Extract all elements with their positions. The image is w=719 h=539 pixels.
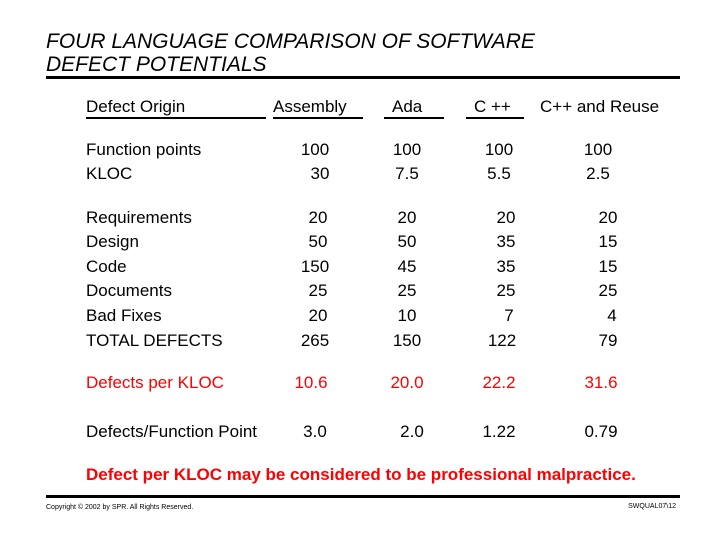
cell-kloc-cpp-reuse: 2.5 <box>586 164 610 183</box>
cell-code-cpp: 35 <box>496 257 516 276</box>
cell-bad-fixes-cpp: 7 <box>504 306 514 325</box>
cell-function-points-assembly: 100 <box>300 140 330 159</box>
slide-title: FOUR LANGUAGE COMPARISON OF SOFTWARE DEF… <box>46 30 535 76</box>
row-label-function-points: Function points <box>86 140 202 159</box>
cell-requirements-cpp-reuse: 20 <box>598 208 618 227</box>
cell-total-defects-ada: 150 <box>392 331 422 350</box>
header-underline-assembly <box>273 117 363 119</box>
cell-design-cpp-reuse: 15 <box>598 232 618 251</box>
cell-kloc-cpp: 5.5 <box>487 164 511 183</box>
cell-requirements-ada: 20 <box>397 208 417 227</box>
cell-defects-per-fp-cpp-reuse: 0.79 <box>584 422 618 441</box>
cell-bad-fixes-assembly: 20 <box>308 306 328 325</box>
cell-requirements-assembly: 20 <box>308 208 328 227</box>
header-defect-origin: Defect Origin <box>86 97 186 116</box>
cell-total-defects-cpp-reuse: 79 <box>598 331 618 350</box>
cell-code-cpp-reuse: 15 <box>598 257 618 276</box>
cell-requirements-cpp: 20 <box>496 208 516 227</box>
cell-defects-per-fp-ada: 2.0 <box>400 422 424 441</box>
cell-total-defects-cpp: 122 <box>487 331 517 350</box>
copyright-notice: Copyright © 2002 by SPR. All Rights Rese… <box>46 504 194 511</box>
cell-defects-per-kloc-cpp-reuse: 31.6 <box>584 373 618 392</box>
header-cpp: C ++ <box>474 97 511 116</box>
cell-bad-fixes-cpp-reuse: 4 <box>607 306 617 325</box>
cell-kloc-assembly: 30 <box>310 164 330 183</box>
cell-documents-cpp-reuse: 25 <box>598 281 618 300</box>
header-cpp-reuse: C++ and Reuse <box>540 97 660 116</box>
cell-bad-fixes-ada: 10 <box>397 306 417 325</box>
malpractice-note: Defect per KLOC may be considered to be … <box>86 465 636 484</box>
cell-documents-cpp: 25 <box>496 281 516 300</box>
row-label-requirements: Requirements <box>86 208 192 227</box>
title-divider <box>46 76 680 79</box>
row-label-documents: Documents <box>86 281 172 300</box>
header-underline-defect-origin <box>86 117 266 119</box>
cell-design-cpp: 35 <box>496 232 516 251</box>
row-label-defects-per-function-point: Defects/Function Point <box>86 422 258 441</box>
cell-design-ada: 50 <box>397 232 417 251</box>
header-ada: Ada <box>392 97 423 116</box>
cell-defects-per-kloc-ada: 20.0 <box>390 373 424 392</box>
row-label-total-defects: TOTAL DEFECTS <box>86 331 223 350</box>
footer-divider <box>46 495 680 498</box>
cell-defects-per-kloc-assembly: 10.6 <box>294 373 328 392</box>
cell-code-assembly: 150 <box>300 257 330 276</box>
cell-function-points-ada: 100 <box>392 140 422 159</box>
cell-defects-per-fp-cpp: 1.22 <box>482 422 516 441</box>
cell-function-points-cpp-reuse: 100 <box>583 140 613 159</box>
row-label-kloc: KLOC <box>86 164 133 183</box>
document-id: SWQUAL07\12 <box>628 503 676 510</box>
row-label-design: Design <box>86 232 139 251</box>
cell-design-assembly: 50 <box>308 232 328 251</box>
title-line-2: DEFECT POTENTIALS <box>46 53 267 76</box>
cell-total-defects-assembly: 265 <box>300 331 330 350</box>
row-label-defects-per-kloc: Defects per KLOC <box>86 373 224 392</box>
cell-documents-assembly: 25 <box>308 281 328 300</box>
cell-kloc-ada: 7.5 <box>395 164 419 183</box>
row-label-bad-fixes: Bad Fixes <box>86 306 162 325</box>
header-underline-ada <box>384 117 444 119</box>
cell-function-points-cpp: 100 <box>484 140 514 159</box>
cell-defects-per-fp-assembly: 3.0 <box>303 422 327 441</box>
header-assembly: Assembly <box>273 97 347 116</box>
row-label-code: Code <box>86 257 127 276</box>
cell-documents-ada: 25 <box>397 281 417 300</box>
cell-defects-per-kloc-cpp: 22.2 <box>482 373 516 392</box>
title-line-1: FOUR LANGUAGE COMPARISON OF SOFTWARE <box>46 30 535 53</box>
cell-code-ada: 45 <box>397 257 417 276</box>
header-underline-cpp <box>466 117 524 119</box>
